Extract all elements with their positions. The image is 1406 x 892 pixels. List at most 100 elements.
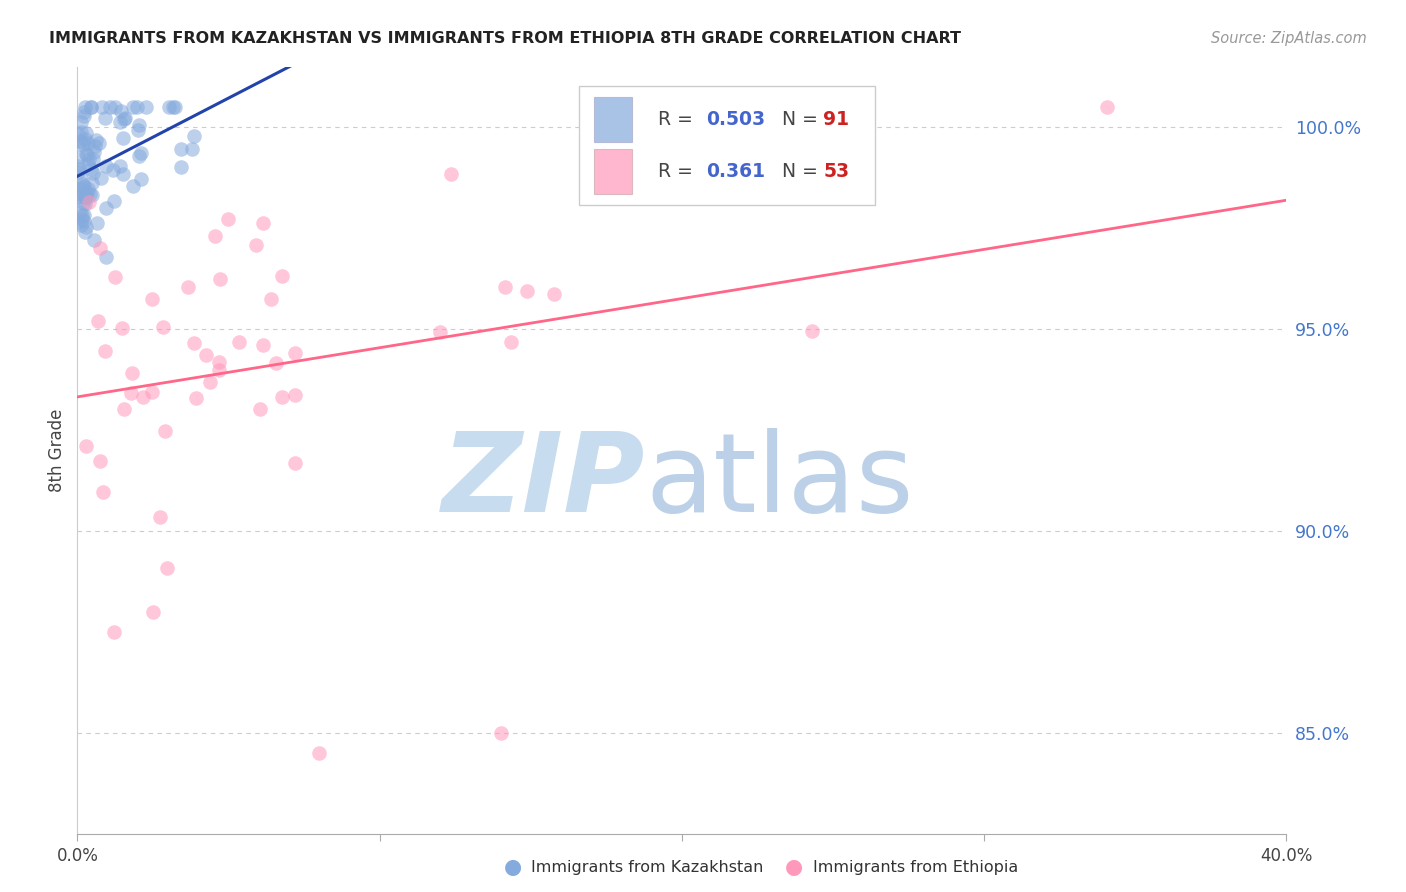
Point	[98, 100, 121, 114]
Point	[75, 219, 97, 234]
Point	[103, 194, 125, 208]
Text: Immigrants from Kazakhstan: Immigrants from Kazakhstan	[531, 860, 763, 874]
Point	[70, 114, 93, 128]
Text: 53: 53	[824, 162, 849, 181]
Point	[308, 746, 330, 760]
Text: N =: N =	[770, 110, 824, 128]
Point	[82, 152, 104, 166]
Point	[152, 320, 174, 334]
Point	[67, 182, 90, 196]
Point	[111, 131, 134, 145]
Point	[75, 189, 97, 203]
Text: 91: 91	[824, 110, 849, 128]
Point	[112, 112, 135, 127]
Point	[84, 139, 107, 153]
Point	[111, 320, 134, 334]
Point	[129, 145, 152, 160]
Text: ●: ●	[505, 857, 522, 877]
Point	[208, 271, 231, 285]
Point	[94, 160, 117, 174]
Point	[82, 167, 104, 181]
Text: IMMIGRANTS FROM KAZAKHSTAN VS IMMIGRANTS FROM ETHIOPIA 8TH GRADE CORRELATION CHA: IMMIGRANTS FROM KAZAKHSTAN VS IMMIGRANTS…	[49, 31, 962, 46]
Point	[108, 114, 131, 128]
Point	[72, 138, 94, 153]
Point	[135, 100, 157, 114]
Point	[69, 205, 91, 219]
Point	[127, 123, 149, 137]
Point	[110, 103, 132, 118]
Point	[177, 280, 200, 294]
Point	[194, 348, 217, 362]
Point	[77, 194, 100, 209]
Point	[104, 269, 127, 284]
Point	[66, 215, 89, 229]
Point	[801, 324, 824, 338]
Text: R =: R =	[658, 162, 699, 181]
Point	[89, 241, 111, 255]
Point	[80, 100, 103, 114]
Point	[499, 334, 522, 349]
Point	[110, 159, 132, 173]
Point	[73, 208, 96, 222]
Point	[80, 100, 103, 114]
Point	[96, 201, 118, 215]
Point	[70, 207, 93, 221]
Point	[75, 147, 97, 161]
Point	[76, 186, 98, 200]
Point	[516, 284, 538, 298]
Point	[76, 147, 98, 161]
Point	[103, 625, 125, 640]
Point	[121, 366, 143, 380]
Point	[114, 112, 136, 126]
Point	[75, 190, 97, 204]
Point	[104, 100, 127, 114]
Point	[284, 456, 307, 470]
Point	[79, 187, 101, 202]
Point	[121, 178, 143, 193]
Point	[162, 100, 184, 114]
Point	[183, 336, 205, 351]
Point	[73, 178, 96, 193]
Point	[252, 337, 274, 351]
Point	[440, 167, 463, 181]
Text: R =: R =	[658, 110, 699, 128]
Point	[67, 189, 90, 203]
Point	[141, 384, 163, 399]
Point	[75, 126, 97, 140]
Point	[249, 402, 271, 417]
Point	[73, 213, 96, 227]
Point	[69, 134, 91, 148]
Point	[75, 439, 97, 453]
Point	[87, 313, 110, 327]
Point	[77, 182, 100, 196]
Point	[112, 401, 135, 416]
Text: ZIP: ZIP	[441, 427, 645, 534]
Point	[72, 181, 94, 195]
Point	[76, 157, 98, 171]
Point	[66, 127, 89, 141]
Point	[128, 149, 150, 163]
Point	[132, 390, 155, 404]
Text: atlas: atlas	[645, 427, 914, 534]
Point	[96, 251, 118, 265]
Point	[89, 136, 111, 150]
Point	[69, 169, 91, 184]
Point	[70, 211, 93, 226]
Point	[157, 100, 180, 114]
Point	[181, 142, 204, 156]
Point	[208, 363, 231, 377]
Text: ●: ●	[786, 857, 803, 877]
Point	[252, 216, 274, 230]
Point	[149, 510, 172, 524]
Point	[543, 287, 565, 301]
Point	[73, 196, 96, 211]
Point	[120, 386, 142, 401]
Point	[122, 100, 145, 114]
Point	[125, 100, 148, 114]
Point	[67, 150, 90, 164]
Point	[186, 391, 208, 405]
Point	[80, 176, 103, 190]
Text: Source: ZipAtlas.com: Source: ZipAtlas.com	[1211, 31, 1367, 46]
Point	[101, 163, 124, 178]
Point	[153, 424, 176, 438]
